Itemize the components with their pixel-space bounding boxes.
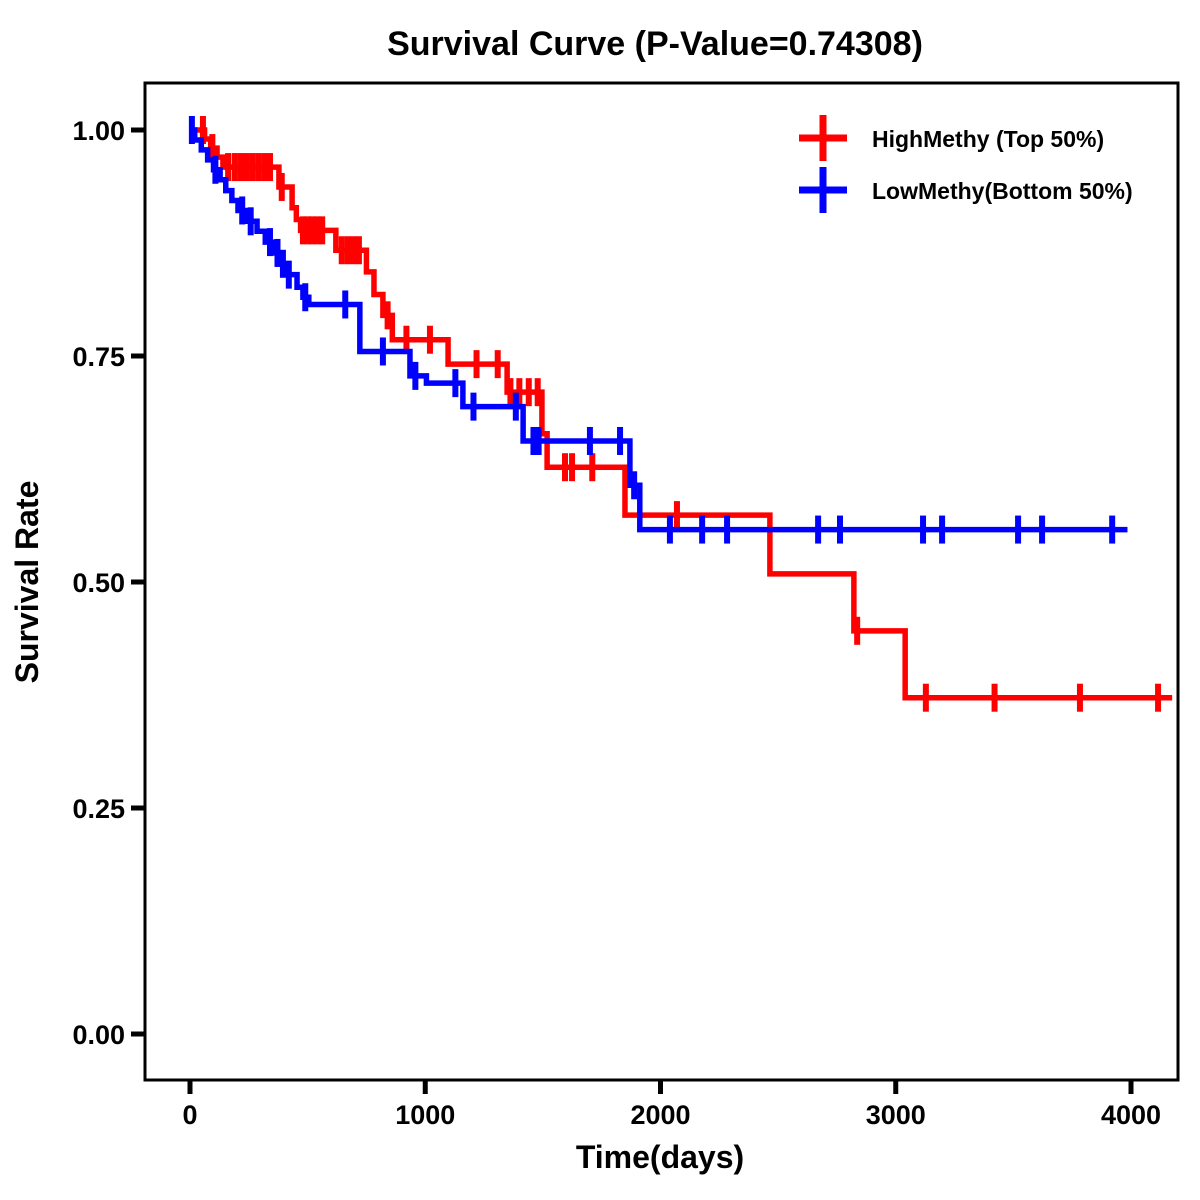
- x-tick-label: 1000: [395, 1100, 455, 1130]
- legend-label-highmethy: HighMethy (Top 50%): [872, 126, 1104, 152]
- chart-title: Survival Curve (P-Value=0.74308): [387, 25, 923, 63]
- x-tick-label: 0: [182, 1100, 197, 1130]
- x-tick-label: 4000: [1101, 1100, 1161, 1130]
- legend-key-highmethy-plus-icon: [799, 115, 847, 161]
- y-tick-label: 0.50: [72, 568, 125, 598]
- y-tick-label: 0.25: [72, 794, 125, 824]
- series-lowmethy: [188, 116, 1128, 544]
- legend: HighMethy (Top 50%) LowMethy(Bottom 50%): [799, 115, 1133, 213]
- y-axis-label: Survival Rate: [9, 481, 45, 684]
- survival-curves: [188, 116, 1173, 712]
- axis-ticks: 0 1000 2000 3000 4000 0.00 0.25 0.50 0.75 1.00: [72, 116, 1161, 1130]
- legend-key-lowmethy-plus-icon: [799, 167, 847, 213]
- x-axis-label: Time(days): [576, 1139, 744, 1175]
- x-tick-label: 3000: [866, 1100, 926, 1130]
- y-tick-label: 0.00: [72, 1020, 125, 1050]
- series-highmethy: [190, 116, 1173, 712]
- legend-label-lowmethy: LowMethy(Bottom 50%): [872, 178, 1133, 204]
- x-tick-label: 2000: [630, 1100, 690, 1130]
- y-tick-label: 0.75: [72, 342, 125, 372]
- y-tick-label: 1.00: [72, 116, 125, 146]
- survival-step-curve: [190, 127, 1173, 701]
